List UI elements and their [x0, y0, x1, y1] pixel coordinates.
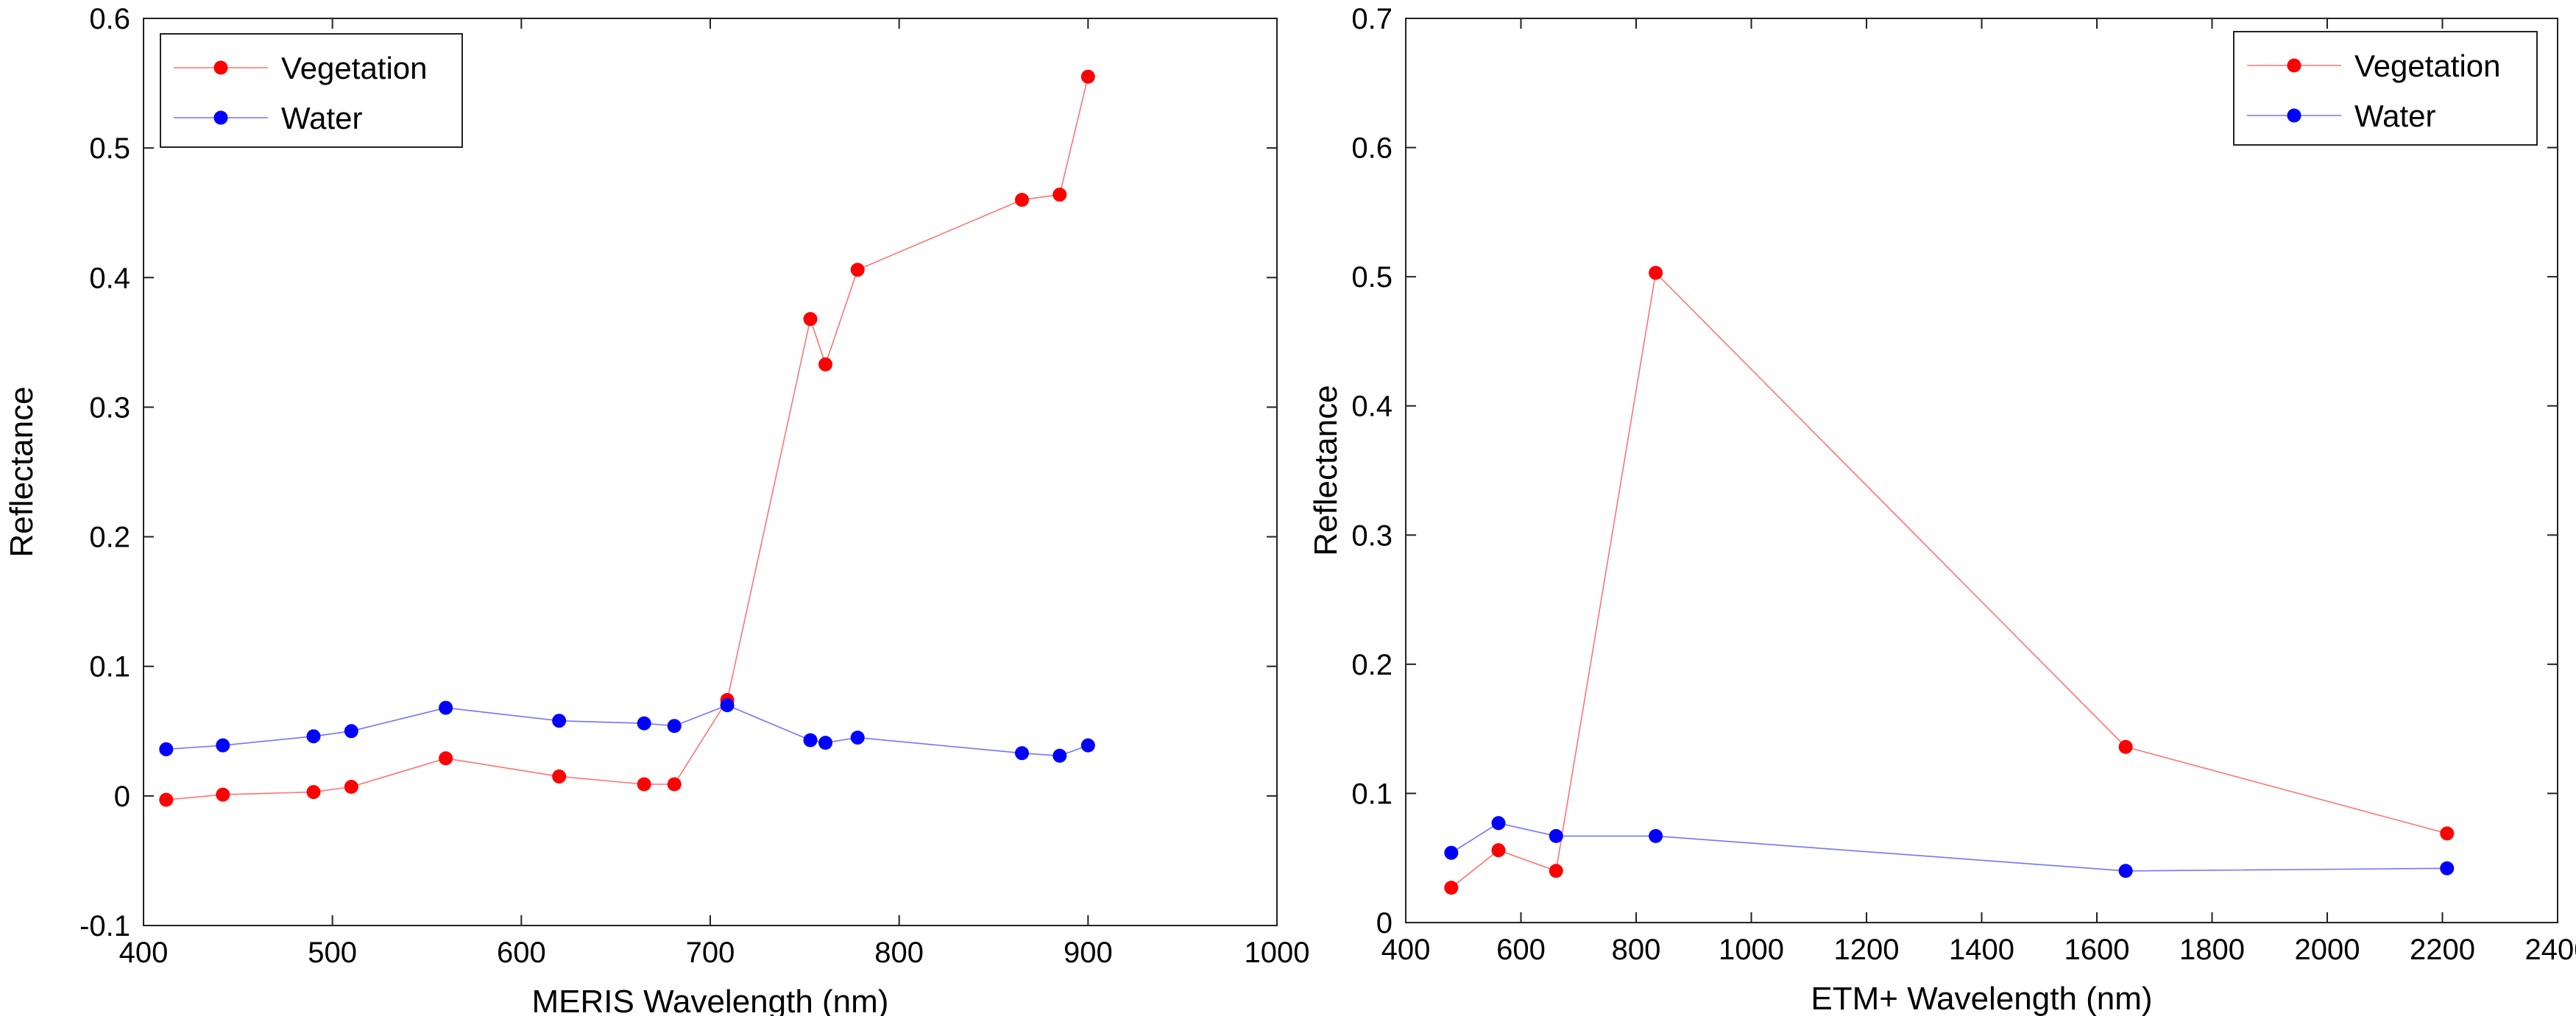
meris-vegetation-point — [803, 312, 818, 327]
etm-legend-vegetation-label: Vegetation — [2354, 49, 2501, 83]
etm-vegetation-point — [1649, 266, 1663, 280]
etm-legend-water-label: Water — [2354, 99, 2435, 133]
etm-y-tick-label: 0.2 — [1351, 649, 1393, 681]
meris-vegetation-point — [1015, 193, 1029, 207]
meris-water-point — [1080, 738, 1095, 753]
etm-x-tick-label: 1400 — [1949, 934, 2014, 966]
etm-y-tick-label: 0.6 — [1351, 132, 1393, 165]
etm-chart: 400 600 800 1000 1200 1400 1600 1800 2000 2200 240… — [1308, 3, 2576, 1016]
etm-x-tick-label: 600 — [1496, 934, 1546, 966]
meris-water-point — [818, 736, 833, 750]
etm-x-tick-label: 2000 — [2295, 934, 2360, 966]
meris-water-point — [803, 733, 818, 747]
meris-y-tick-label: -0.1 — [79, 910, 130, 942]
etm-y-tick-label: 0.1 — [1351, 778, 1393, 810]
meris-x-tick-label: 900 — [1064, 937, 1113, 969]
etm-vegetation-point — [1491, 843, 1506, 858]
meris-water-point — [552, 714, 567, 728]
meris-water-point — [216, 738, 230, 753]
meris-x-tick-label: 800 — [874, 937, 924, 969]
meris-x-tick-label: 600 — [497, 937, 546, 969]
etm-water-point — [2118, 864, 2133, 878]
meris-water-point — [344, 724, 358, 739]
meris-y-tick-label: 0.6 — [89, 3, 130, 35]
meris-legend-vegetation-label: Vegetation — [281, 51, 428, 85]
etm-y-tick-label: 0 — [1376, 907, 1393, 939]
meris-vegetation-point — [344, 780, 358, 795]
meris-legend — [160, 33, 463, 148]
etm-vegetation-series-line — [1451, 271, 2448, 889]
etm-water-point — [1491, 816, 1506, 831]
etm-x-tick-label: 800 — [1612, 934, 1661, 966]
etm-vegetation-point — [1444, 881, 1459, 895]
meris-vegetation-point — [818, 357, 833, 372]
meris-water-point — [1052, 748, 1067, 763]
etm-y-axis-label: Reflectance — [1308, 385, 1344, 555]
meris-x-tick-label: 500 — [308, 937, 357, 969]
etm-water-point — [1444, 845, 1459, 860]
meris-y-tick-label: 0.4 — [89, 262, 130, 294]
etm-x-tick-label: 2200 — [2410, 934, 2475, 966]
etm-x-tick-label: 1200 — [1834, 934, 1900, 966]
etm-vegetation-point — [1549, 864, 1563, 878]
meris-water-point — [850, 731, 865, 745]
etm-legend-vegetation-marker — [2287, 58, 2301, 73]
meris-y-axis-label: Reflectance — [4, 386, 40, 557]
meris-y-tick-label: 0.1 — [89, 651, 130, 683]
meris-water-series-line — [166, 704, 1089, 757]
meris-vegetation-point — [216, 787, 230, 802]
meris-water-point — [667, 719, 682, 733]
etm-legend-water-marker — [2287, 108, 2301, 123]
meris-x-axis-label: MERIS Wavelength (nm) — [532, 984, 889, 1016]
meris-vegetation-point — [1052, 188, 1067, 202]
meris-y-tick-label: 0 — [114, 781, 130, 813]
meris-water-point — [306, 729, 321, 744]
meris-vegetation-series-line — [166, 77, 1089, 800]
etm-vegetation-point — [2440, 826, 2455, 841]
etm-y-tick-label: 0.3 — [1351, 519, 1393, 552]
etm-y-tick-label: 0.5 — [1351, 261, 1393, 294]
meris-vegetation-point — [159, 792, 174, 807]
meris-water-point — [439, 700, 453, 715]
meris-vegetation-point — [850, 263, 865, 277]
meris-water-point — [637, 716, 651, 731]
meris-x-tick-label: 1000 — [1245, 937, 1310, 969]
meris-chart: 400 500 600 700 800 900 1000 -0.1 0 0.1 0.2 0.3 0.4 0… — [4, 3, 1309, 1016]
meris-vegetation-point — [552, 769, 567, 784]
meris-y-tick-label: 0.2 — [89, 522, 130, 554]
etm-plot-area — [1405, 18, 2558, 923]
etm-vegetation-point — [2118, 739, 2133, 754]
meris-vegetation-point — [306, 785, 321, 800]
etm-x-tick-label: 1000 — [1719, 934, 1784, 966]
meris-legend-water-label: Water — [281, 101, 362, 135]
meris-y-tick-label: 0.5 — [89, 132, 130, 165]
etm-water-point — [1549, 828, 1563, 843]
etm-x-tick-label: 1800 — [2179, 934, 2245, 966]
meris-vegetation-point — [1080, 69, 1095, 84]
meris-water-point — [720, 698, 735, 713]
etm-x-tick-label: 400 — [1381, 934, 1431, 966]
meris-x-tick-label: 400 — [119, 937, 169, 969]
meris-vegetation-point — [667, 777, 682, 792]
meris-legend-water-marker — [213, 110, 228, 125]
etm-x-axis-label: ETM+ Wavelength (nm) — [1811, 981, 2152, 1016]
etm-water-point — [1649, 828, 1663, 843]
meris-vegetation-point — [439, 751, 453, 766]
meris-legend-vegetation-marker — [213, 60, 228, 75]
meris-water-point — [1015, 746, 1029, 761]
meris-water-point — [159, 742, 174, 756]
etm-water-series-line — [1451, 822, 2447, 872]
meris-y-tick-label: 0.3 — [89, 391, 130, 424]
etm-x-tick-label: 1600 — [2064, 934, 2130, 966]
etm-y-tick-label: 0.7 — [1351, 3, 1393, 35]
meris-x-tick-label: 700 — [686, 937, 735, 969]
meris-vegetation-point — [637, 777, 651, 792]
etm-water-point — [2440, 861, 2455, 875]
etm-legend — [2233, 31, 2538, 146]
etm-y-tick-label: 0.4 — [1351, 391, 1393, 423]
